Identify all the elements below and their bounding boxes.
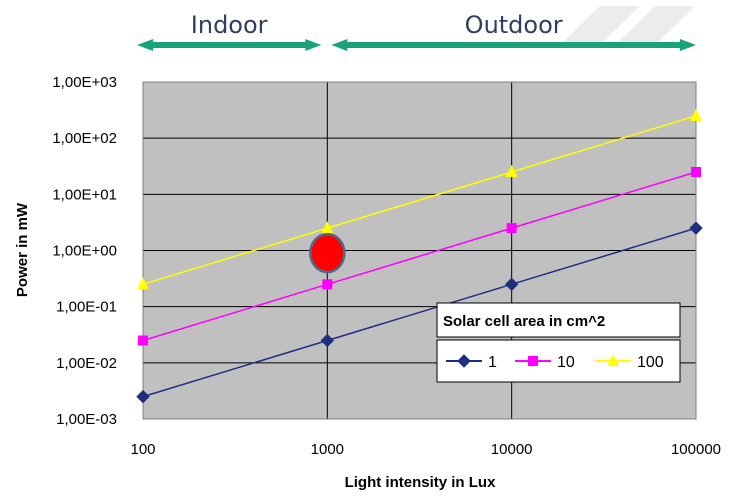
x-axis-title: Light intensity in Lux (345, 474, 496, 491)
legend-entry-100: 100 (595, 354, 664, 371)
legend-entry-10: 10 (515, 354, 575, 371)
legend-title-box (436, 302, 681, 338)
x-tick-label: 1000 (311, 441, 344, 458)
x-tick-label: 100000 (671, 441, 721, 458)
data-point-1 (136, 389, 150, 404)
series-line-100 (142, 115, 697, 286)
data-point-10 (322, 279, 333, 290)
region-indoor: Indoor (137, 11, 322, 51)
region-label: Outdoor (465, 11, 563, 39)
x-tick-label: 10000 (491, 441, 533, 458)
y-axis-title: Power in mW (14, 202, 31, 297)
y-tick-label: 1,00E-02 (56, 355, 117, 372)
series-lines (136, 108, 703, 404)
data-point-1 (320, 333, 335, 348)
legend-marker (457, 354, 471, 368)
legend-label: 1 (488, 354, 497, 371)
data-point-10 (691, 166, 701, 177)
y-tick-label: 1,00E-01 (56, 299, 117, 316)
series-line-1 (142, 227, 697, 398)
highlight-circle (309, 232, 346, 274)
region-arrow (137, 39, 322, 51)
legend-entry-1: 1 (446, 354, 497, 371)
data-point-100 (321, 221, 334, 234)
region-outdoor: Outdoor (331, 11, 696, 51)
y-tick-label: 1,00E+02 (52, 130, 117, 147)
region-arrow (331, 39, 696, 51)
y-tick-label: 1,00E+00 (52, 243, 117, 260)
data-point-1 (504, 277, 519, 292)
y-tick-label: 1,00E-03 (56, 411, 117, 428)
tick-labels: 1,00E-03 1,00E-02 1,00E-01 1,00E+00 1,00E+01… (52, 74, 721, 458)
watermark-logo (560, 6, 695, 45)
legend-marker (528, 356, 538, 366)
data-point-100 (505, 164, 518, 177)
y-tick-label: 1,00E+01 (52, 186, 117, 203)
legend-title: Solar cell area in cm^2 (443, 313, 605, 330)
data-point-100 (690, 108, 702, 121)
x-tick-label: 100 (130, 441, 155, 458)
highlight-marker-layer (309, 232, 346, 274)
region-label: Indoor (191, 11, 268, 39)
legend-label: 10 (557, 354, 575, 371)
data-point-100 (137, 277, 149, 290)
legend: Solar cell area in cm^2 1 10 100 (436, 302, 681, 383)
series-line-10 (142, 171, 697, 342)
data-point-10 (138, 335, 148, 346)
data-point-1 (689, 221, 703, 235)
plot-border (142, 81, 697, 420)
legend-marker (607, 354, 619, 366)
data-point-10 (506, 223, 517, 234)
region-arrows: Indoor Outdoor (137, 11, 696, 51)
legend-label: 100 (637, 354, 664, 371)
y-tick-label: 1,00E+03 (52, 74, 117, 91)
